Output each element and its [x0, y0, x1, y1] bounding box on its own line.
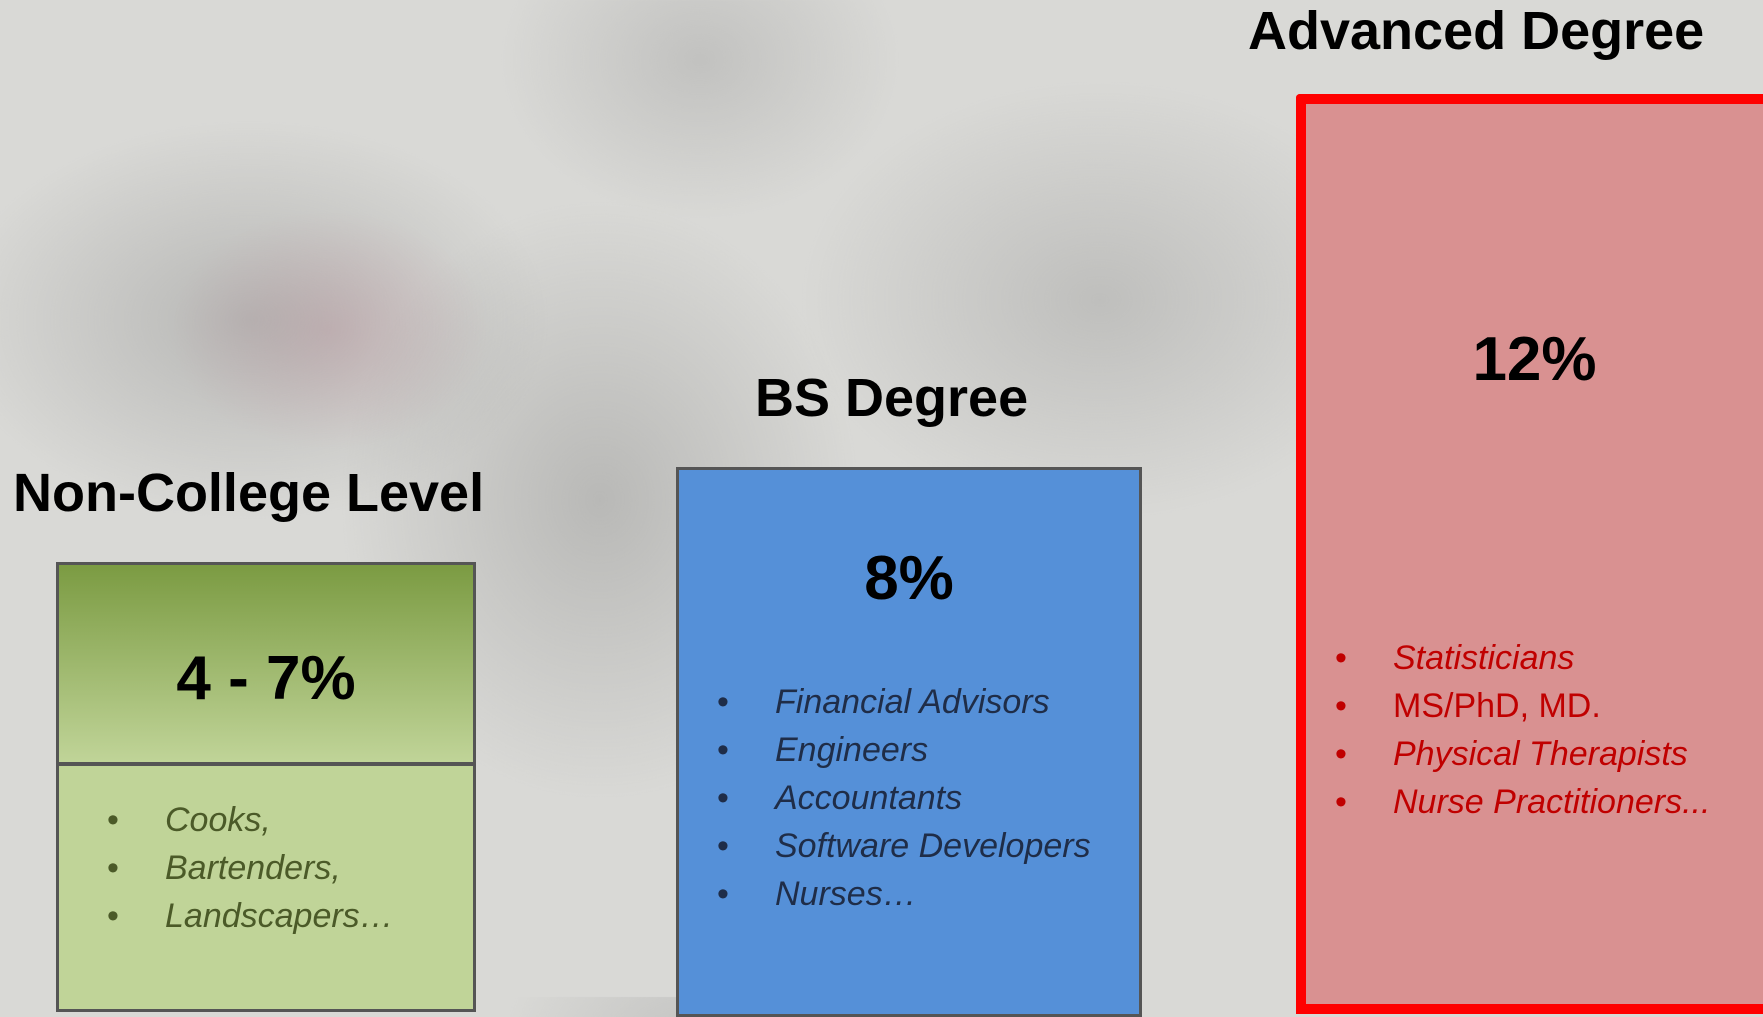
list-item: Landscapers… — [165, 892, 394, 940]
list-item: Cooks, — [165, 796, 394, 844]
item-list: Statisticians MS/PhD, MD. Physical Thera… — [1393, 634, 1710, 826]
list-item: Bartenders, — [165, 844, 394, 892]
red-box: 12% Statisticians MS/PhD, MD. Physical T… — [1296, 94, 1763, 1014]
column-title: Advanced Degree — [1248, 0, 1704, 62]
item-list: Financial Advisors Engineers Accountants… — [775, 678, 1091, 918]
list-item: Nurse Practitioners... — [1393, 778, 1710, 826]
rate: 12% — [1306, 324, 1763, 395]
list-item: Physical Therapists — [1393, 730, 1710, 778]
list-item: Statisticians — [1393, 634, 1710, 682]
list-item: Engineers — [775, 726, 1091, 774]
list-item: MS/PhD, MD. — [1393, 682, 1710, 730]
slide: Non-College Level 4 - 7% Cooks, Bartende… — [0, 0, 1763, 997]
rate: 4 - 7% — [59, 643, 473, 714]
list-item: Accountants — [775, 774, 1091, 822]
column-title: Non-College Level — [13, 462, 484, 524]
list-item: Nurses… — [775, 870, 1091, 918]
blue-box: 8% Financial Advisors Engineers Accounta… — [676, 467, 1142, 1017]
rate: 8% — [679, 543, 1139, 614]
list-item: Software Developers — [775, 822, 1091, 870]
item-list: Cooks, Bartenders, Landscapers… — [165, 796, 394, 940]
green-box: 4 - 7% Cooks, Bartenders, Landscapers… — [56, 562, 476, 1012]
column-title: BS Degree — [755, 367, 1028, 429]
list-item: Financial Advisors — [775, 678, 1091, 726]
